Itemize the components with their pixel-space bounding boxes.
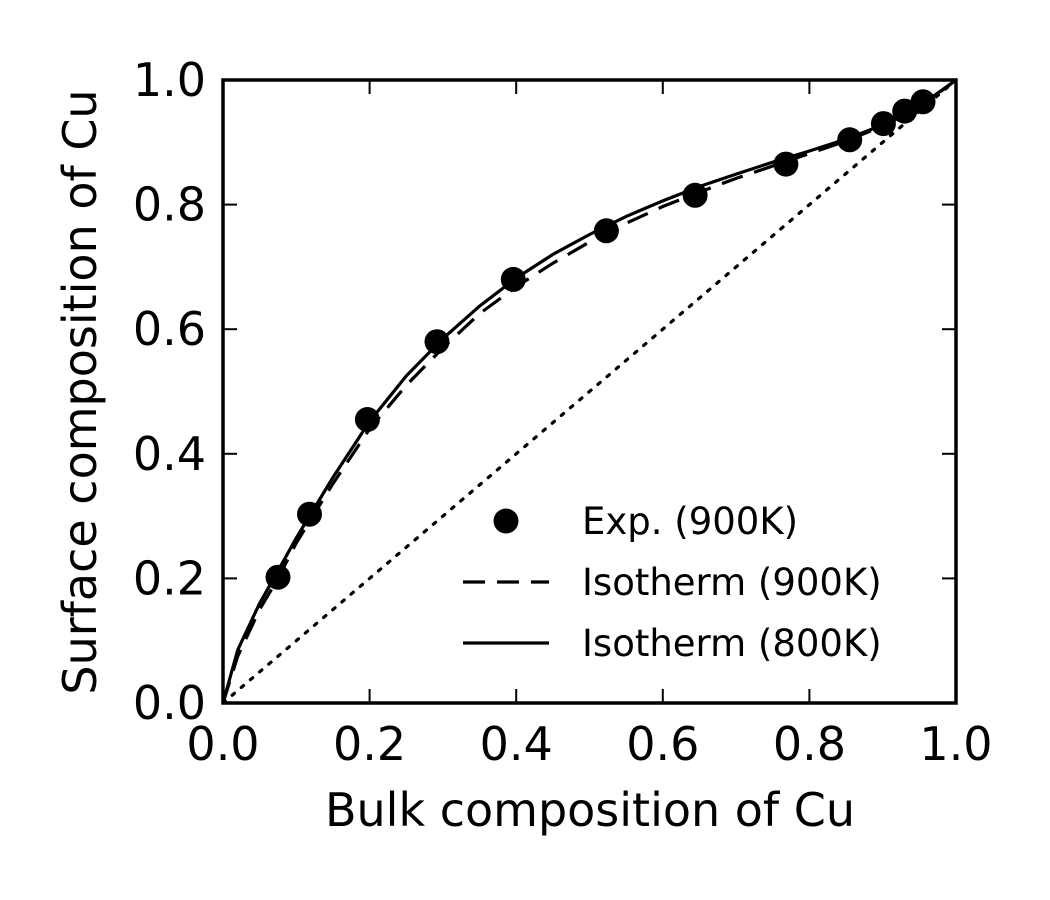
data-point	[354, 407, 380, 432]
tick-labels: 0.0 0.2 0.4 0.6 0.8 1.0 0.0 0.2 0.4 0.6 0.8 1.0	[133, 53, 993, 771]
data-point	[500, 266, 526, 292]
y-tick-label: 0.4	[133, 427, 206, 481]
x-tick-label: 0.8	[773, 717, 846, 771]
x-tick-label: 0.0	[186, 717, 259, 771]
data-point	[837, 127, 863, 153]
legend: Exp. (900K) Isotherm (900K) Isotherm (800K…	[463, 500, 882, 665]
plot-frame	[221, 78, 958, 705]
x-tick-label: 0.4	[480, 717, 553, 771]
plot-area	[223, 80, 956, 703]
y-tick-label: 0.6	[133, 302, 206, 356]
data-point	[870, 111, 896, 137]
x-axis-label: Bulk composition of Cu	[325, 783, 855, 837]
y-tick-label: 1.0	[133, 53, 206, 107]
data-point	[424, 329, 450, 355]
x-tick-label: 0.2	[333, 717, 406, 771]
legend-entry: Isotherm (900K)	[463, 561, 882, 604]
series-line-solid	[223, 80, 956, 703]
series-line-dashed	[223, 80, 956, 703]
y-axis-label: Surface composition of Cu	[53, 89, 107, 694]
data-point	[297, 501, 322, 527]
data-point	[265, 564, 291, 590]
legend-marker	[493, 508, 519, 534]
legend-entry: Isotherm (800K)	[463, 622, 882, 665]
legend-label: Isotherm (900K)	[582, 561, 882, 604]
y-tick-label: 0.0	[133, 676, 206, 730]
data-point	[910, 89, 936, 115]
diagonal-reference-line	[223, 80, 956, 703]
legend-entry: Exp. (900K)	[493, 500, 798, 543]
data-point	[593, 218, 619, 244]
x-tick-label: 1.0	[919, 717, 992, 771]
x-tick-label: 0.6	[626, 717, 699, 771]
data-point	[773, 151, 799, 177]
y-tick-label: 0.2	[133, 551, 206, 605]
legend-label: Exp. (900K)	[582, 500, 798, 543]
data-point	[682, 182, 708, 208]
legend-label: Isotherm (800K)	[582, 622, 882, 665]
y-tick-label: 0.8	[133, 178, 206, 232]
